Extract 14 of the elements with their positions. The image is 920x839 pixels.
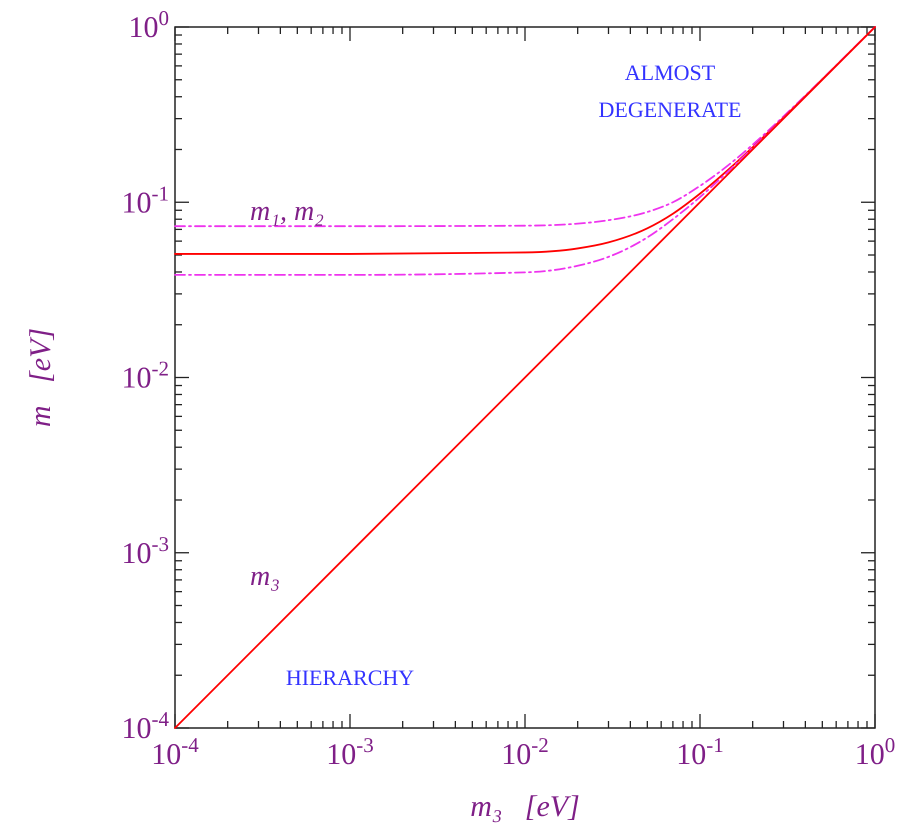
y-tick-label: 10$^{-3}$ [122, 532, 169, 570]
annotation: m₁, m₂ [250, 196, 324, 227]
annotation: ALMOST DEGENERATE [598, 60, 742, 122]
y-tick-label: 10$^{-1}$ [122, 181, 169, 220]
annotation: HIERARCHY [286, 665, 414, 690]
y-axis-title: m [eV] [24, 328, 57, 428]
x-tick-label: 10$^{0}$ [854, 733, 896, 771]
y-tick-label: 10$^{-2}$ [122, 356, 169, 394]
annotation: m₃ [250, 561, 280, 592]
y-tick-label: 10$^{0}$ [128, 6, 169, 44]
x-tick-label: 10$^{-2}$ [501, 733, 549, 771]
x-tick-label: 10$^{-1}$ [676, 733, 724, 771]
x-tick-label: 10$^{-3}$ [326, 733, 374, 771]
x-axis-title: m₃ [eV] [470, 790, 580, 823]
